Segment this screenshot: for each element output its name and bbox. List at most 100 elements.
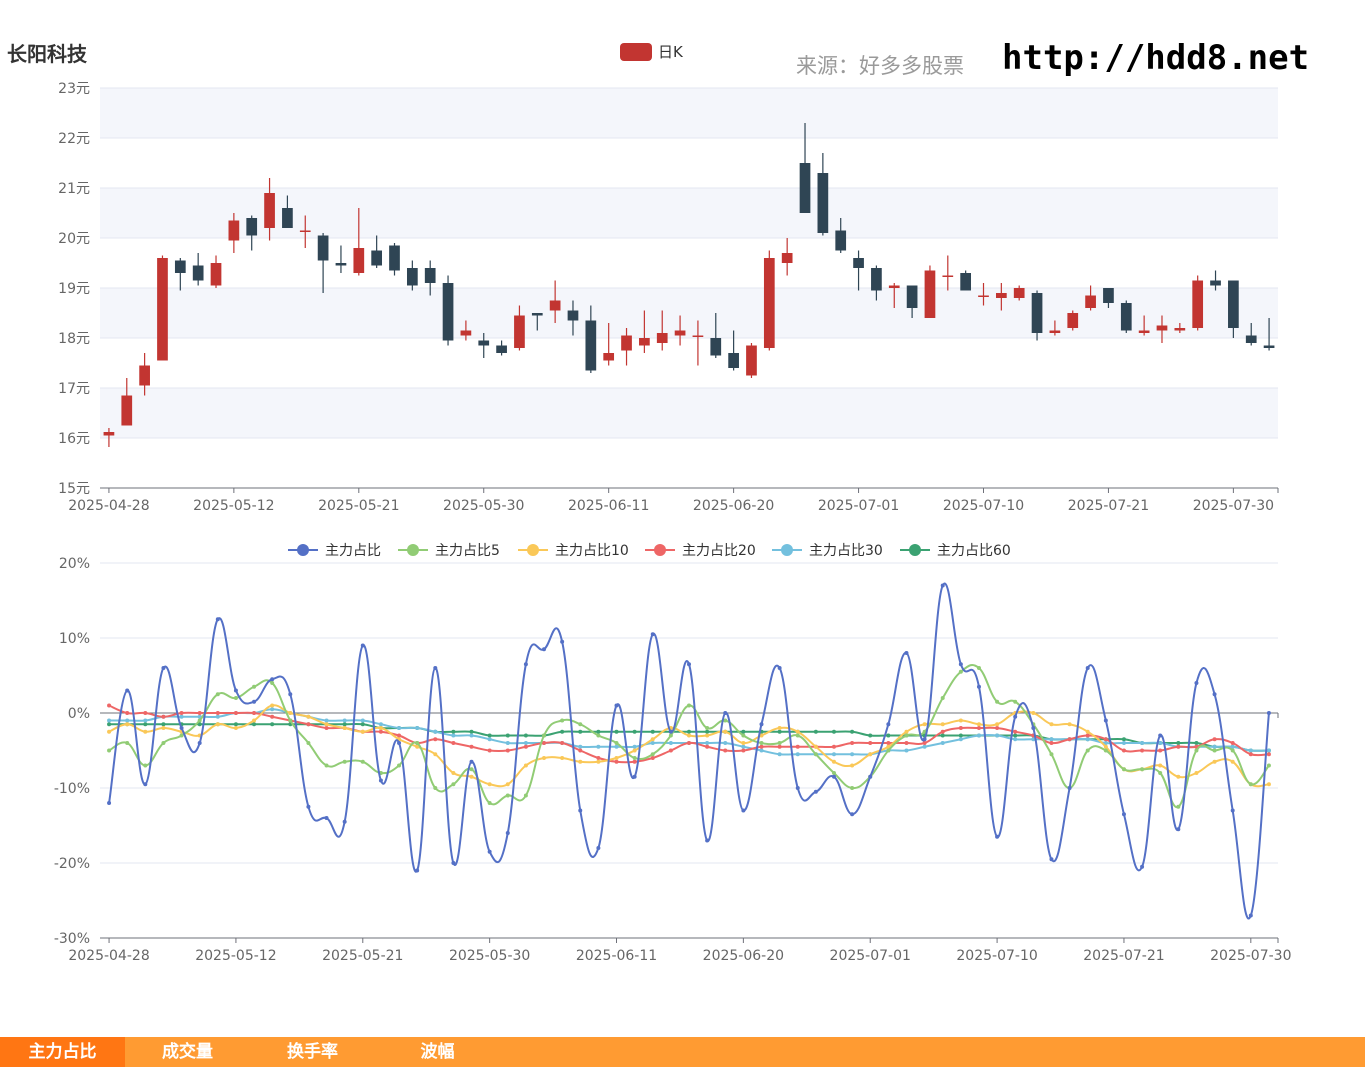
candle-body — [995, 293, 1007, 298]
series-point-2 — [378, 726, 383, 730]
series-point-5 — [705, 729, 710, 734]
series-point-4 — [1103, 741, 1108, 745]
candle-body — [656, 333, 668, 343]
ratio-legend-swatch — [297, 544, 309, 556]
series-point-5 — [107, 722, 112, 727]
candle-body — [1228, 280, 1239, 328]
kline-grid-band — [100, 388, 1278, 438]
series-point-4 — [215, 714, 220, 719]
series-point-0 — [451, 861, 456, 865]
tab-volume[interactable]: 成交量 — [162, 1042, 213, 1062]
series-point-1 — [342, 759, 347, 764]
series-point-1 — [215, 692, 220, 697]
candle-body — [603, 353, 615, 361]
series-point-3 — [741, 748, 746, 753]
series-point-3 — [578, 748, 583, 753]
ratio-x-tick-label: 2025-05-30 — [449, 948, 530, 964]
tab-main-force-ratio[interactable]: 主力占比 — [0, 1037, 125, 1067]
series-point-1 — [433, 786, 438, 790]
candle-body — [799, 163, 811, 213]
candle-body — [406, 268, 418, 286]
series-point-0 — [723, 711, 728, 715]
series-point-2 — [850, 763, 855, 768]
series-point-1 — [831, 771, 836, 775]
series-point-5 — [596, 729, 601, 734]
series-point-5 — [813, 729, 818, 734]
series-point-4 — [614, 744, 619, 749]
series-point-4 — [759, 748, 764, 753]
series-point-0 — [795, 786, 800, 790]
series-point-3 — [451, 741, 456, 745]
candle-body — [103, 432, 115, 436]
candle-body — [157, 258, 168, 361]
series-point-3 — [161, 714, 166, 719]
series-point-5 — [560, 729, 565, 734]
ratio-legend-label: 主力占比5 — [435, 543, 500, 559]
series-point-0 — [415, 868, 420, 873]
series-point-2 — [759, 733, 764, 738]
candle-body — [567, 310, 579, 321]
series-point-3 — [215, 711, 220, 715]
series-point-1 — [777, 741, 782, 745]
series-point-2 — [523, 763, 528, 768]
series-point-1 — [668, 733, 673, 738]
series-point-0 — [632, 774, 637, 779]
series-point-1 — [904, 733, 909, 738]
kline-x-tick-label: 2025-06-11 — [568, 498, 649, 514]
ratio-x-tick-label: 2025-05-12 — [195, 948, 276, 964]
series-point-0 — [886, 722, 891, 727]
series-point-5 — [270, 722, 275, 727]
series-point-1 — [995, 699, 1000, 704]
series-point-3 — [940, 729, 945, 734]
series-point-3 — [252, 711, 257, 715]
series-point-4 — [523, 741, 528, 745]
candle-body — [531, 313, 543, 316]
series-point-3 — [904, 741, 909, 745]
ratio-legend-label: 主力占比 — [325, 543, 381, 559]
series-point-2 — [904, 729, 909, 734]
series-point-0 — [668, 729, 673, 734]
candle-body — [710, 338, 722, 356]
series-point-2 — [632, 748, 637, 753]
ratio-x-tick-label: 2025-07-21 — [1083, 948, 1164, 964]
series-point-4 — [1085, 737, 1090, 742]
series-point-1 — [650, 752, 655, 757]
series-point-1 — [451, 782, 456, 787]
tab-turnover-rate[interactable]: 换手率 — [287, 1042, 338, 1062]
series-point-2 — [868, 752, 873, 757]
candle-body — [210, 263, 222, 286]
series-point-0 — [252, 699, 257, 704]
series-point-1 — [759, 741, 764, 745]
ratio-x-tick-label: 2025-07-10 — [956, 948, 1037, 964]
series-point-2 — [451, 771, 456, 775]
candle-body — [639, 338, 650, 346]
series-point-0 — [1266, 711, 1271, 715]
series-point-4 — [831, 752, 836, 757]
series-point-3 — [143, 711, 148, 715]
series-point-1 — [687, 703, 691, 708]
series-point-2 — [813, 744, 818, 749]
series-point-0 — [578, 808, 583, 813]
ratio-legend-swatch — [654, 544, 666, 556]
candle-body — [264, 193, 275, 228]
tab-amplitude[interactable]: 波幅 — [420, 1042, 455, 1062]
series-point-0 — [741, 808, 746, 813]
ratio-y-tick-label: 20% — [59, 556, 90, 572]
ratio-legend-label: 主力占比20 — [682, 543, 756, 559]
series-point-0 — [1194, 681, 1199, 685]
series-point-1 — [795, 733, 800, 738]
series-point-0 — [1230, 808, 1235, 813]
candle-body — [282, 208, 293, 228]
series-point-2 — [1266, 782, 1271, 787]
kline-x-tick-label: 2025-04-28 — [68, 498, 149, 514]
series-point-0 — [215, 617, 220, 622]
series-point-3 — [1085, 733, 1090, 738]
series-point-0 — [542, 647, 547, 652]
series-point-2 — [1049, 722, 1054, 727]
ratio-y-tick-label: 0% — [68, 706, 90, 722]
candle-body — [871, 268, 882, 291]
series-point-3 — [1158, 748, 1163, 753]
series-point-0 — [868, 774, 873, 779]
site-url[interactable]: http://hdd8.net — [1002, 38, 1310, 78]
series-point-3 — [596, 756, 601, 760]
